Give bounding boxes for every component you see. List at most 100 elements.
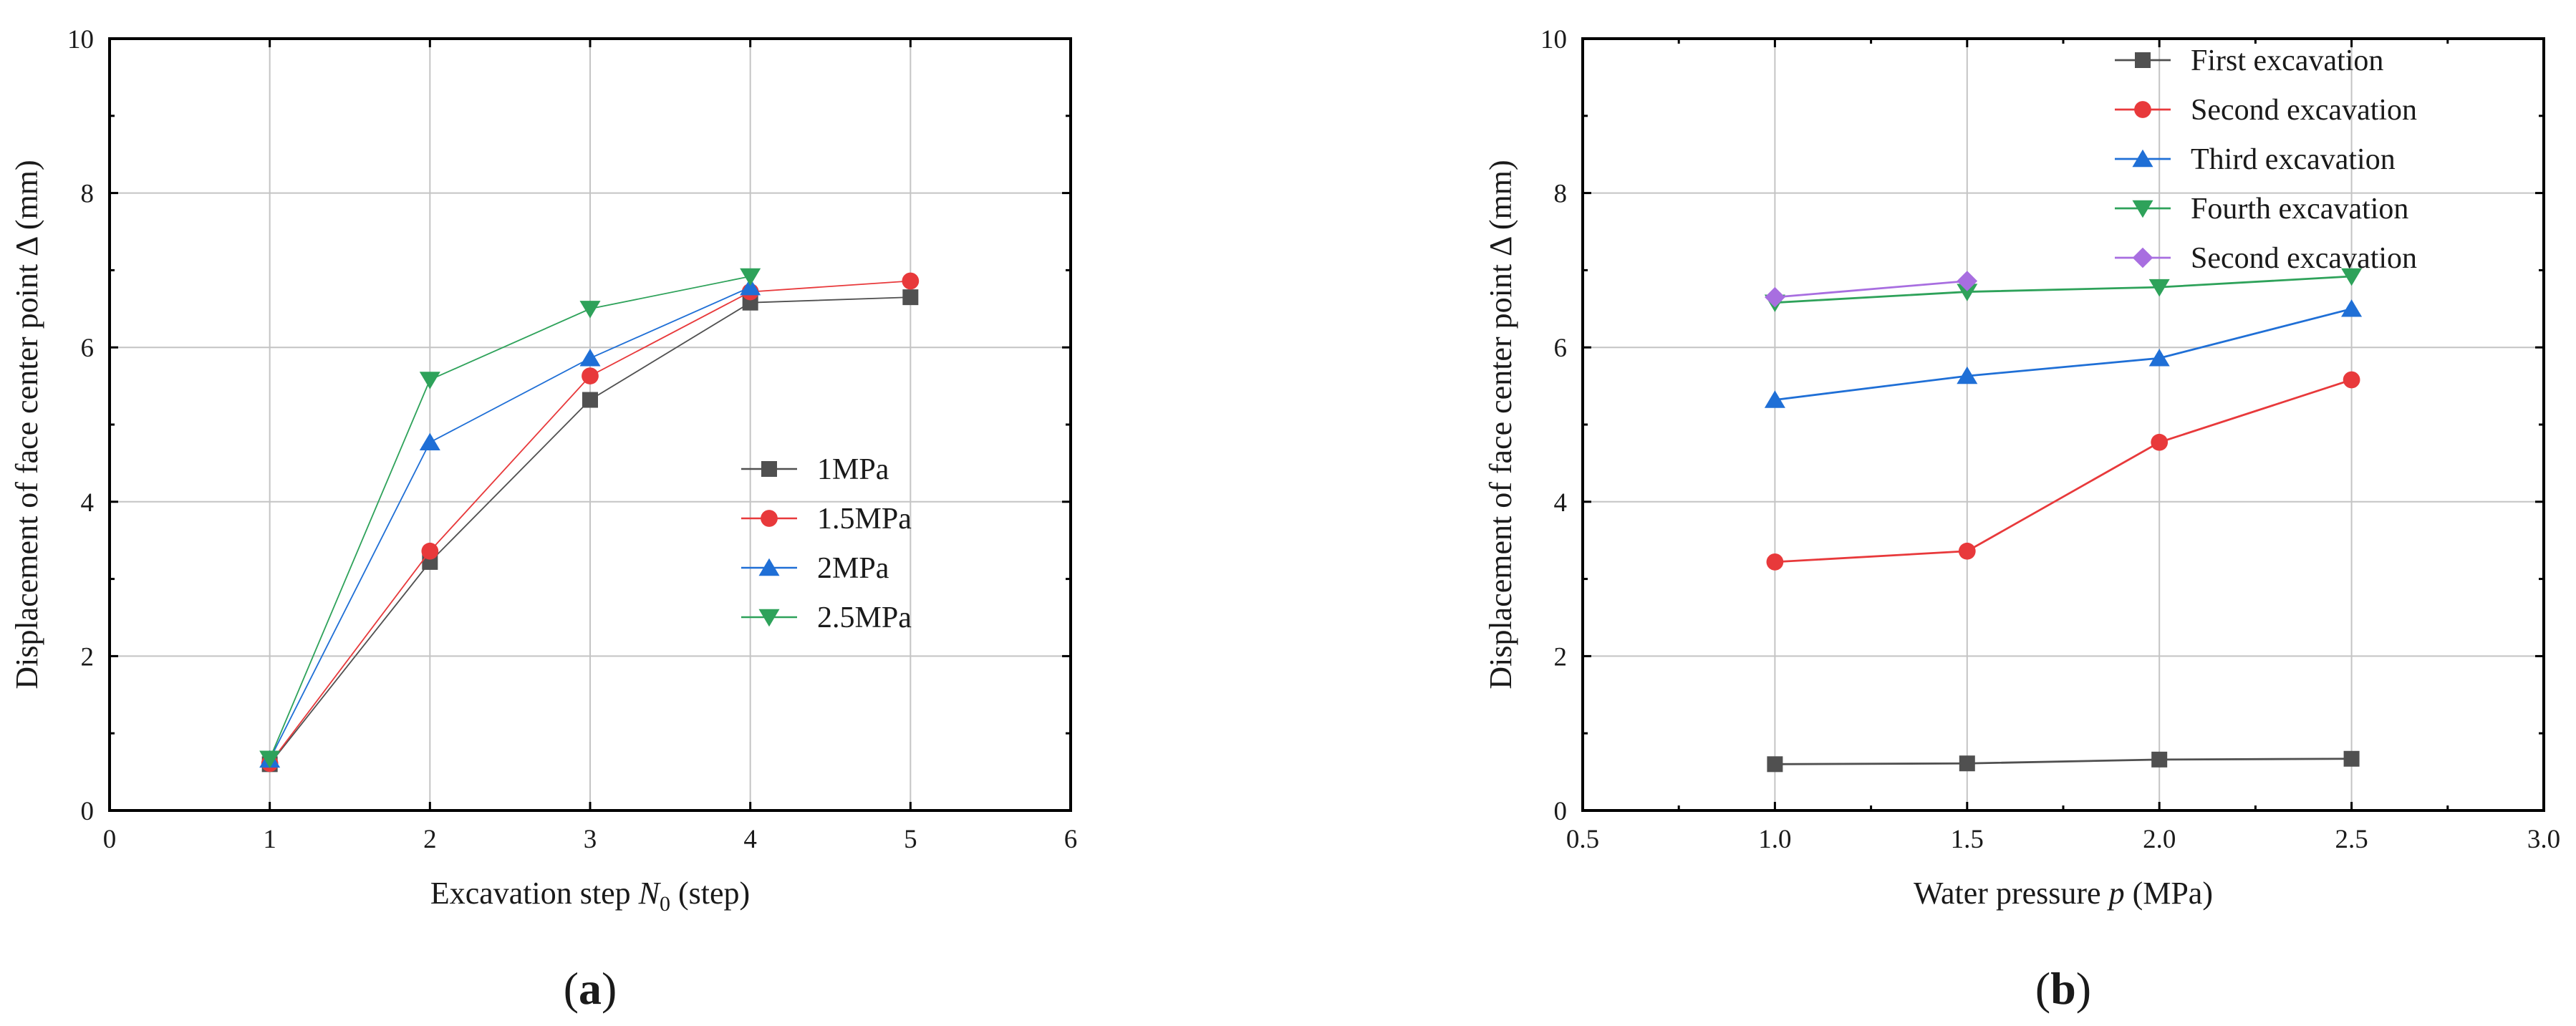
data-point-series-3 (1957, 366, 1978, 384)
series-line-4 (269, 276, 751, 760)
panel-label-letter: a (579, 963, 602, 1014)
data-point-series-5 (1957, 271, 1978, 291)
data-point-series-4 (419, 372, 440, 389)
x-axis-label-unit: (step) (670, 876, 750, 911)
x-axis-label: Excavation step N0 (step) (430, 876, 750, 916)
x-axis-label-unit: (MPa) (2125, 876, 2213, 911)
legend-marker-2 (761, 510, 778, 527)
legend-marker-5 (2132, 247, 2153, 268)
data-point-series-2 (902, 272, 920, 290)
y-tick-label: 8 (1554, 180, 1568, 209)
x-tick-label: 1 (263, 825, 276, 854)
data-point-series-1 (582, 392, 598, 408)
panel-label: (a) (564, 963, 617, 1014)
y-tick-label: 0 (81, 797, 95, 826)
plot-frame (1581, 37, 2545, 812)
data-point-series-2 (2343, 371, 2360, 389)
panel-label-letter: b (2050, 963, 2076, 1014)
data-point-series-4 (2341, 268, 2363, 286)
legend-marker-4 (2132, 200, 2153, 218)
y-tick-label: 10 (67, 25, 94, 54)
legend-label-2: Second excavation (2191, 94, 2417, 127)
x-axis-label: Water pressure p (MPa) (1914, 876, 2213, 911)
x-axis-label-subscript: 0 (660, 892, 670, 916)
data-point-series-3 (2341, 299, 2363, 317)
data-point-series-1 (902, 289, 919, 306)
x-tick-label: 0.5 (1566, 825, 1599, 854)
legend-marker-1 (761, 461, 777, 477)
data-point-series-1 (2343, 750, 2360, 767)
series-line-2 (1775, 379, 2353, 563)
data-point-series-4 (259, 750, 281, 768)
chart-panel-b: 0.5 1.0 1.5 2.0 2.5 3.0 0 2 4 6 8 10 Water pressure … (1483, 25, 2560, 1014)
panel-label-open: ( (564, 963, 579, 1014)
y-tick-label: 0 (1554, 797, 1568, 826)
data-point-series-3 (419, 432, 440, 451)
legend-label-3: Third excavation (2191, 143, 2396, 176)
x-tick-label: 1.0 (1758, 825, 1791, 854)
data-point-series-2 (1766, 553, 1784, 571)
x-tick-label: 2.5 (2335, 825, 2368, 854)
data-point-series-4 (579, 301, 601, 319)
x-tick-label: 6 (1064, 825, 1078, 854)
series-line-4 (1775, 275, 2352, 304)
y-axis-label: Displacement of face center point Δ (mm) (1483, 160, 1518, 689)
legend-label-2: 1.5MPa (817, 503, 912, 536)
x-tick-label: 5 (904, 825, 917, 854)
legend: 1MPa 1.5MPa 2MPa 2.5MPa (741, 453, 912, 634)
y-tick-label: 4 (1554, 488, 1568, 518)
legend-marker-1 (2135, 52, 2151, 68)
data-point-series-3 (740, 277, 761, 296)
y-tick-label: 2 (1554, 642, 1568, 672)
data-point-series-4 (740, 268, 761, 286)
legend-label-1: 1MPa (817, 453, 889, 486)
data-point-series-5 (1765, 286, 1785, 308)
series-line-3 (1775, 307, 2352, 401)
series-line-3 (269, 286, 751, 760)
data-point-series-3 (1764, 390, 1785, 408)
legend-marker-2 (2134, 101, 2151, 118)
data-point-series-1 (1959, 755, 1975, 772)
x-axis-label-symbol: p (2107, 876, 2125, 911)
x-tick-label: 4 (743, 825, 757, 854)
legend-label-1: First excavation (2191, 44, 2383, 77)
x-tick-label: 0 (103, 825, 117, 854)
x-tick-label: 3 (584, 825, 597, 854)
legend-label-5: Second excavation (2191, 242, 2417, 275)
x-tick-label: 2.0 (2143, 825, 2176, 854)
data-point-series-4 (2148, 279, 2170, 297)
data-point-series-2 (582, 367, 599, 384)
y-tick-label: 2 (81, 642, 95, 672)
x-axis-label-symbol: N (638, 876, 662, 911)
y-tick-label: 6 (81, 334, 95, 363)
y-axis-label: Displacement of face center point Δ (mm) (9, 160, 44, 689)
y-tick-label: 4 (81, 488, 95, 518)
x-tick-label: 1.5 (1951, 825, 1984, 854)
panel-label-close: ) (602, 963, 617, 1014)
panel-label-open: ( (2035, 963, 2050, 1014)
legend-marker-3 (758, 558, 780, 576)
legend-label-4: 2.5MPa (817, 601, 912, 634)
data-point-series-1 (2151, 751, 2168, 768)
legend-label-4: Fourth excavation (2191, 193, 2408, 226)
y-tick-label: 8 (81, 180, 95, 209)
data-point-series-2 (1958, 542, 1976, 560)
data-point-series-3 (579, 349, 601, 367)
panel-label: (b) (2035, 963, 2091, 1014)
panel-label-close: ) (2076, 963, 2091, 1014)
x-axis-label-text: Excavation step (430, 876, 639, 911)
x-axis-label-text: Water pressure (1914, 876, 2109, 911)
legend-marker-3 (2132, 149, 2153, 168)
data-point-series-2 (2151, 433, 2169, 451)
y-tick-label: 6 (1554, 334, 1568, 363)
data-point-series-3 (2148, 349, 2170, 367)
data-point-series-4 (1957, 284, 1978, 301)
series-line-5 (1775, 280, 1967, 299)
y-tick-label: 10 (1540, 25, 1567, 54)
data-point-series-1 (1767, 756, 1783, 773)
series-line-1 (1775, 758, 2352, 765)
legend-label-3: 2MPa (817, 552, 889, 585)
legend-marker-4 (758, 609, 780, 627)
